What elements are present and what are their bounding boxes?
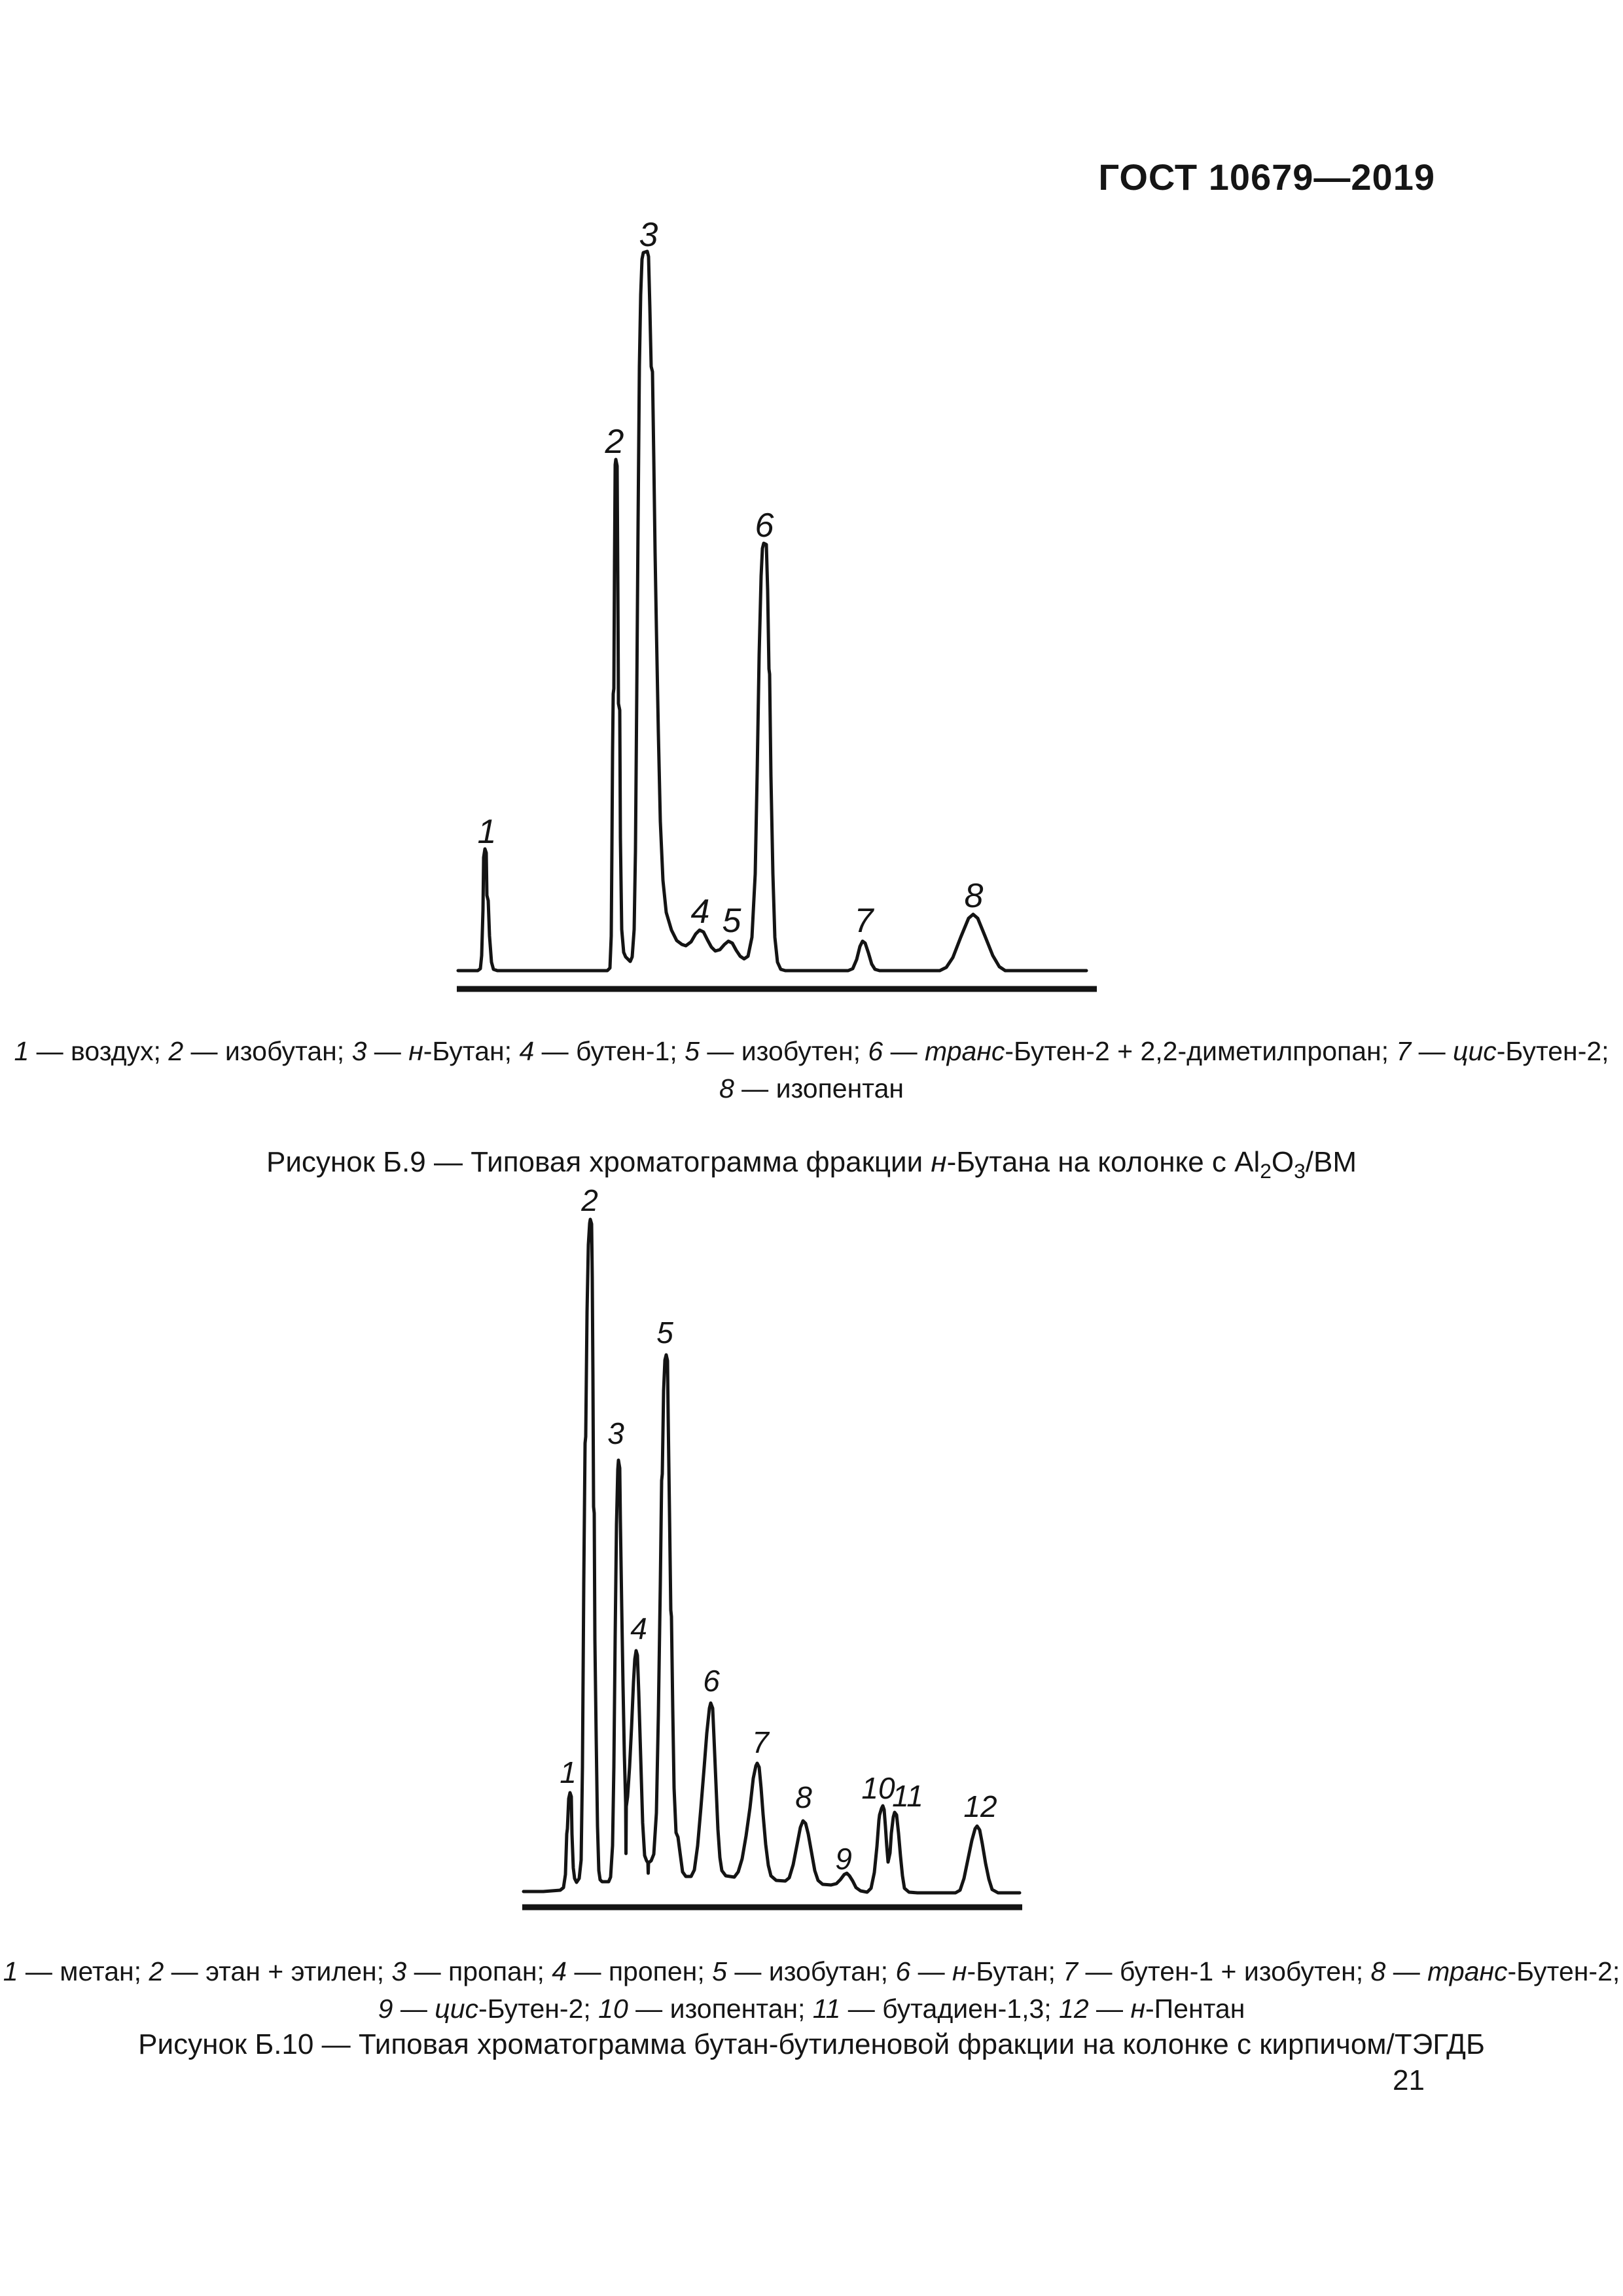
caption-run: 7 bbox=[1396, 1036, 1412, 1066]
peak-label: 1 bbox=[478, 813, 497, 851]
chromatogram-b9: 1 2 3 4 5 6 7 8 bbox=[456, 216, 1097, 992]
caption-run: н bbox=[931, 1146, 947, 1178]
peak-label: 8 bbox=[795, 1780, 812, 1814]
caption-run: — этан + этилен; bbox=[164, 1956, 392, 1986]
caption-run: — bbox=[910, 1956, 952, 1986]
figure-b9-legend-line1: 1 — воздух; 2 — изобутан; 3 — н-Бутан; 4… bbox=[0, 1033, 1623, 1070]
caption-run: цис bbox=[1453, 1036, 1497, 1066]
gost-header: ГОСТ 10679—2019 bbox=[1098, 156, 1435, 198]
caption-run: 8 bbox=[1370, 1956, 1386, 1986]
peak-label: 2 bbox=[580, 1183, 598, 1217]
peak-label: 1 bbox=[560, 1755, 577, 1789]
caption-run: — изобутан; bbox=[726, 1956, 896, 1986]
caption-run: — пропан; bbox=[406, 1956, 552, 1986]
caption-run: 4 bbox=[519, 1036, 535, 1066]
caption-run: 3 bbox=[1294, 1159, 1306, 1183]
caption-run: 4 bbox=[552, 1956, 567, 1986]
caption-run: н bbox=[1130, 1994, 1146, 2024]
peak-label: 4 bbox=[630, 1611, 647, 1645]
caption-run: 2 bbox=[168, 1036, 184, 1066]
peak-label: 3 bbox=[639, 216, 658, 254]
caption-run: 7 bbox=[1063, 1956, 1079, 1986]
caption-run: — бутен-1; bbox=[534, 1036, 685, 1066]
caption-run: 10 bbox=[598, 1994, 628, 2024]
caption-run: Рисунок Б.9 — Типовая хроматограмма фрак… bbox=[266, 1146, 931, 1178]
caption-run: — пропен; bbox=[567, 1956, 713, 1986]
caption-run: -Бутана на колонке с Al bbox=[946, 1146, 1260, 1178]
caption-run: цис bbox=[435, 1994, 478, 2024]
caption-run: -Бутен-2; bbox=[1496, 1036, 1609, 1066]
caption-run: — bbox=[393, 1994, 435, 2024]
caption-run: 1 bbox=[14, 1036, 29, 1066]
peak-label: 7 bbox=[752, 1725, 770, 1759]
caption-run: — bbox=[1385, 1956, 1428, 1986]
figure-b9-legend-line2: 8 — изопентан bbox=[0, 1070, 1623, 1107]
peak-label: 7 bbox=[855, 902, 875, 940]
caption-run: — бутадиен-1,3; bbox=[840, 1994, 1060, 2024]
caption-run: 11 bbox=[812, 1994, 841, 2024]
page-number: 21 bbox=[1393, 2064, 1425, 2096]
chromatogram-b10: 1 2 3 4 5 6 7 8 9 10 11 12 bbox=[522, 1183, 1022, 1910]
caption-run: — изопентан bbox=[734, 1073, 904, 1103]
caption-run: — bbox=[366, 1036, 409, 1066]
figure-b10-title: Рисунок Б.10 — Типовая хроматограмма бут… bbox=[138, 2028, 1485, 2060]
caption-run: — bbox=[1088, 1994, 1131, 2024]
caption-run: транс bbox=[925, 1036, 1005, 1066]
caption-run: O bbox=[1271, 1146, 1294, 1178]
caption-run: — изобутен; bbox=[699, 1036, 868, 1066]
chromatogram-b10-curve bbox=[522, 1217, 1022, 1895]
caption-run: 2 bbox=[149, 1956, 164, 1986]
peak-label: 2 bbox=[605, 423, 624, 461]
caption-run: -Бутен-2; bbox=[478, 1994, 599, 2024]
peak-label: 4 bbox=[691, 893, 710, 931]
chromatogram-b9-curve bbox=[456, 249, 1088, 973]
peak-label: 8 bbox=[965, 877, 984, 915]
caption-run: 3 bbox=[391, 1956, 407, 1986]
peak-label: 3 bbox=[607, 1416, 624, 1450]
caption-run: 5 bbox=[685, 1036, 700, 1066]
caption-run: — метан; bbox=[18, 1956, 149, 1986]
figure-b9-legend: 1 — воздух; 2 — изобутан; 3 — н-Бутан; 4… bbox=[0, 1033, 1623, 1107]
caption-run: -Бутен-2 + 2,2-диметилпропан; bbox=[1005, 1036, 1397, 1066]
caption-run: 2 bbox=[1260, 1159, 1272, 1183]
caption-run: 1 bbox=[3, 1956, 18, 1986]
peak-label: 5 bbox=[656, 1316, 673, 1350]
caption-run: — bbox=[883, 1036, 925, 1066]
caption-run: транс bbox=[1427, 1956, 1508, 1986]
caption-run: 5 bbox=[712, 1956, 727, 1986]
peak-label: 11 bbox=[892, 1779, 923, 1813]
caption-run: 6 bbox=[868, 1036, 883, 1066]
caption-run: 6 bbox=[895, 1956, 911, 1986]
caption-run: — бутен-1 + изобутен; bbox=[1078, 1956, 1371, 1986]
caption-run: -Бутан; bbox=[423, 1036, 520, 1066]
caption-run: 3 bbox=[351, 1036, 367, 1066]
caption-run: /ВМ bbox=[1305, 1146, 1357, 1178]
caption-run: — воздух; bbox=[29, 1036, 169, 1066]
caption-run: — изобутан; bbox=[183, 1036, 352, 1066]
peak-label: 6 bbox=[703, 1664, 720, 1698]
caption-run: 8 bbox=[719, 1073, 734, 1103]
caption-run: н bbox=[408, 1036, 423, 1066]
peak-label: 5 bbox=[722, 902, 742, 940]
caption-run: — изопентан; bbox=[628, 1994, 813, 2024]
figure-b10-legend-line2: 9 — цис-Бутен-2; 10 — изопентан; 11 — бу… bbox=[0, 1990, 1623, 2028]
figure-b10-legend: 1 — метан; 2 — этан + этилен; 3 — пропан… bbox=[0, 1953, 1623, 2028]
peak-label: 12 bbox=[963, 1789, 997, 1823]
caption-run: -Пентан bbox=[1145, 1994, 1245, 2024]
caption-run: 12 bbox=[1059, 1994, 1089, 2024]
caption-run: — bbox=[1411, 1036, 1454, 1066]
peak-label: 6 bbox=[755, 507, 774, 545]
caption-run: -Бутен-2; bbox=[1507, 1956, 1620, 1986]
peak-label: 10 bbox=[861, 1771, 895, 1805]
figure-b10-legend-line1: 1 — метан; 2 — этан + этилен; 3 — пропан… bbox=[0, 1953, 1623, 1990]
caption-run: -Бутан; bbox=[967, 1956, 1063, 1986]
caption-run: 9 bbox=[378, 1994, 393, 2024]
peak-label: 9 bbox=[835, 1842, 852, 1876]
caption-run: н bbox=[952, 1956, 967, 1986]
figure-b9-title: Рисунок Б.9 — Типовая хроматограмма фрак… bbox=[0, 1145, 1623, 1188]
